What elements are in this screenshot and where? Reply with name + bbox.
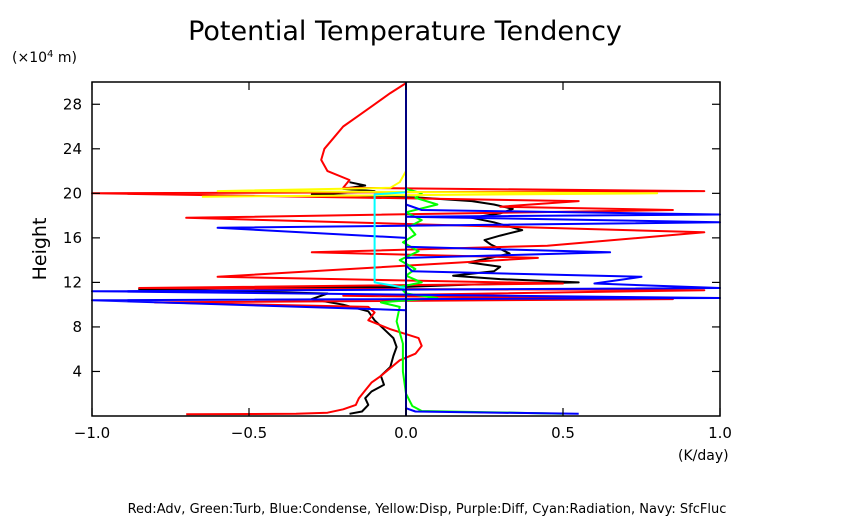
chart-title: Potential Temperature Tendency [188,16,622,47]
axes-layer: −1.0 −0.5 0.0 0.5 1.0 4 8 12 16 20 24 28 [63,81,732,442]
series-line-6 [373,191,407,289]
x-axis-unit: (K/day) [678,448,729,464]
x-tick-label: 0.5 [551,424,575,442]
series-line-3 [379,182,564,415]
y-tick-label: 28 [63,95,82,113]
legend-text: Red:Adv, Green:Turb, Blue:Condense, Yell… [128,502,727,517]
y-tick-label: 12 [63,273,82,291]
y-axis-unit: (×104 m) [12,49,77,67]
series-line-5 [201,170,659,198]
series-line-2 [91,82,706,416]
y-axis-label: Height [29,218,51,281]
x-tick-label: −0.5 [231,424,267,442]
x-tick-label: −1.0 [74,424,110,442]
y-tick-label: 24 [63,140,82,158]
y-tick-label: 4 [72,362,82,380]
y-tick-label: 8 [72,318,82,336]
y-unit-exponent: 4 [47,49,53,60]
x-tick-label: 1.0 [708,424,732,442]
y-unit-prefix: (×10 [12,50,47,66]
series-layer [91,82,721,416]
y-unit-suffix: m) [53,50,77,66]
y-tick-label: 16 [63,229,82,247]
x-tick-label: 0.0 [394,424,418,442]
y-tick-label: 20 [63,184,82,202]
